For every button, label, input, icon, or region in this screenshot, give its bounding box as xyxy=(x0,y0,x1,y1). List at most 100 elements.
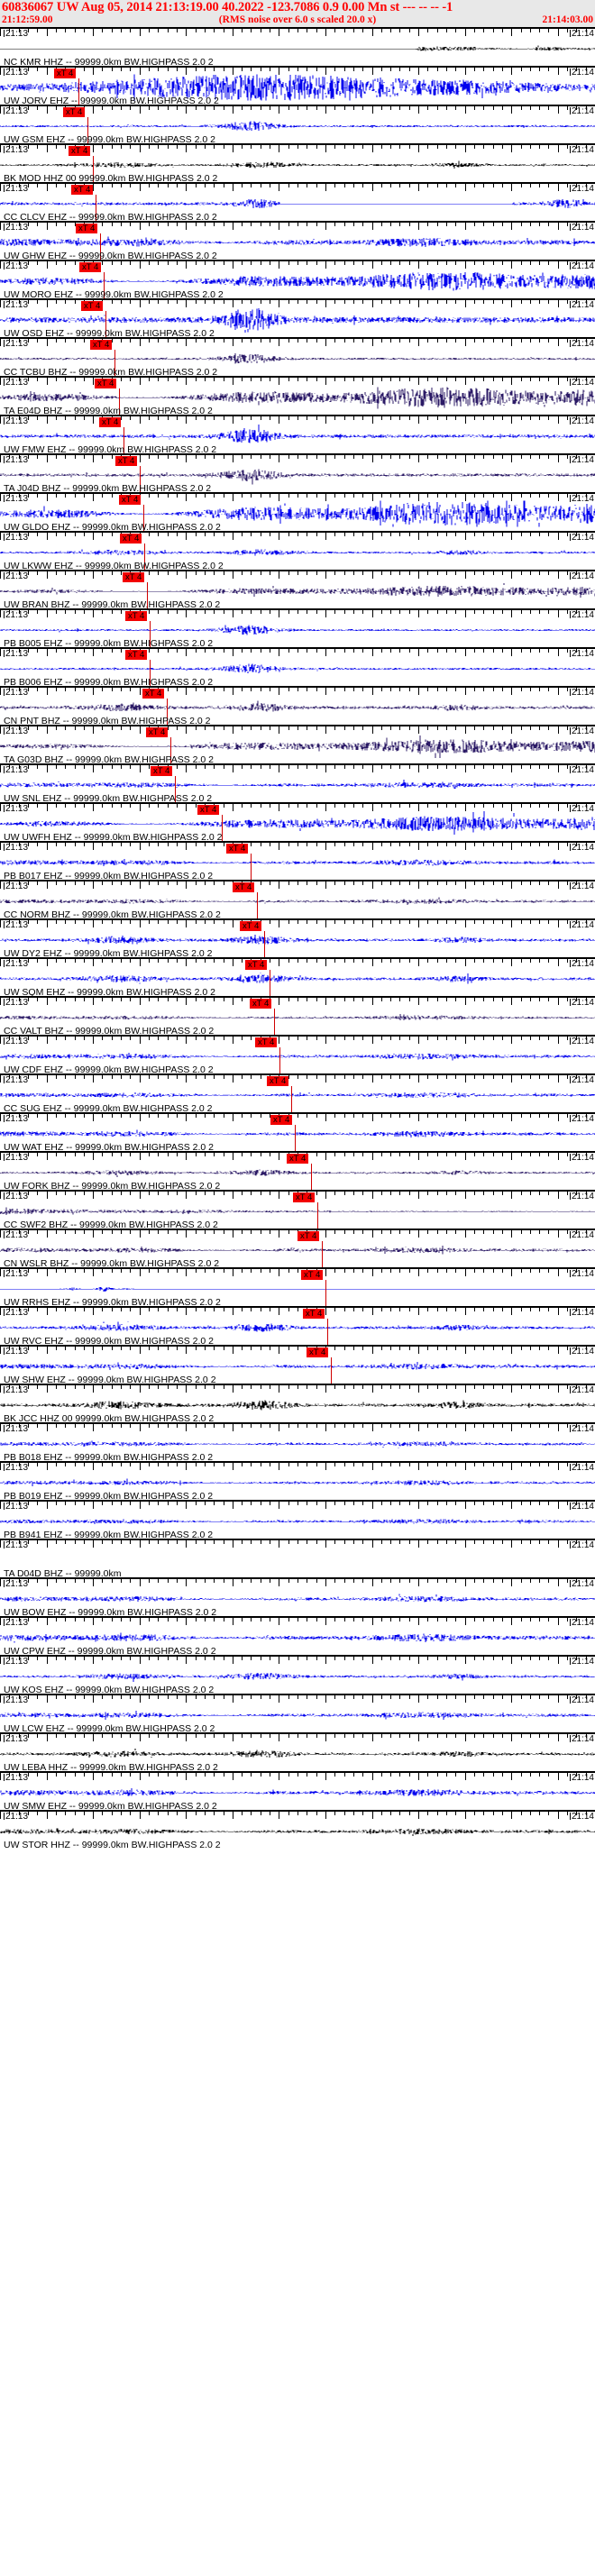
trace-row[interactable]: 21:13 21:14 xT 4 CN WSLR BHZ -- 99999.0km B… xyxy=(0,1229,595,1267)
axis-tick xyxy=(28,1153,29,1156)
axis-tick xyxy=(344,1075,345,1079)
trace-row[interactable]: 21:13 21:14 BK JCC HHZ 00 99999.0km BW.HIG… xyxy=(0,1384,595,1422)
axis-tick xyxy=(530,571,531,575)
trace-row[interactable]: 21:13 21:14 xT 4 UW MORO EHZ -- 99999.0km B… xyxy=(0,260,595,298)
axis-tick xyxy=(521,378,522,381)
axis-tick xyxy=(130,1773,131,1777)
trace-row[interactable]: 21:13 21:14 xT 4 UW OSD EHZ -- 99999.0km BW… xyxy=(0,298,595,337)
trace-row[interactable]: 21:13 21:14 xT 4 UW RRHS EHZ -- 99999.0km B… xyxy=(0,1267,595,1306)
trace-row[interactable]: 21:13 21:14 xT 4 UW JORV EHZ -- 99999.0km B… xyxy=(0,66,595,105)
trace-row[interactable]: 21:13 21:14 xT 4 CC SUG EHZ -- 99999.0km BW… xyxy=(0,1073,595,1112)
trace-row[interactable]: 21:13 21:14 xT 4 CN PNT BHZ -- 99999.0km BW… xyxy=(0,686,595,725)
trace-row[interactable]: 21:13 21:14 xT 4 UW CDF EHZ -- 99999.0km BW… xyxy=(0,1035,595,1073)
waveform xyxy=(0,1198,595,1225)
axis-tick xyxy=(502,843,503,846)
axis-tick xyxy=(149,1812,150,1815)
axis-tick xyxy=(121,959,122,963)
trace-row[interactable]: 21:13 21:14 xT 4 PB B006 EHZ -- 99999.0km B… xyxy=(0,647,595,686)
trace-row[interactable]: 21:13 21:14 UW LCW EHZ -- 99999.0km BW.HIG… xyxy=(0,1694,595,1732)
trace-row[interactable]: 21:13 21:14 xT 4 UW GHW EHZ -- 99999.0km BW… xyxy=(0,221,595,260)
trace-row[interactable]: 21:13 21:14 UW KOS EHZ -- 99999.0km BW.HIG… xyxy=(0,1655,595,1694)
trace-row[interactable]: 21:13 21:14 xT 4 TA J04D BHZ -- 99999.0km B… xyxy=(0,453,595,492)
trace-row[interactable]: 21:13 21:14 PB B941 EHZ -- 99999.0km BW.HI… xyxy=(0,1500,595,1539)
rms-note: (RMS noise over 6.0 s scaled 20.0 x) xyxy=(218,14,377,25)
waveform xyxy=(0,1469,595,1496)
trace-row[interactable]: 21:13 21:14 xT 4 CC TCBU BHZ -- 99999.0km B… xyxy=(0,337,595,376)
trace-row[interactable]: 21:13 21:14 xT 4 UW SQM EHZ -- 99999.0km BW… xyxy=(0,957,595,996)
axis-tick xyxy=(455,959,456,963)
trace-row[interactable]: 21:13 21:14 xT 4 BK MOD HHZ 00 99999.0km BW… xyxy=(0,143,595,182)
trace-row[interactable]: 21:13 21:14 xT 4 UW SNL EHZ -- 99999.0km BW… xyxy=(0,763,595,802)
axis-tick xyxy=(28,533,29,536)
trace-row[interactable]: 21:13 21:14 TA D04D BHZ -- 99999.0km xyxy=(0,1539,595,1577)
axis-tick xyxy=(75,494,76,498)
axis-tick xyxy=(539,68,540,71)
trace-row[interactable]: 21:13 21:14 xT 4 CC VALT BHZ -- 99999.0km B… xyxy=(0,996,595,1035)
trace-row[interactable]: 21:13 21:14 UW LEBA HHZ -- 99999.0km BW.HI… xyxy=(0,1732,595,1771)
axis-tick xyxy=(288,1657,289,1660)
axis-tick xyxy=(75,1308,76,1311)
axis-tick xyxy=(381,1075,382,1079)
trace-row[interactable]: 21:13 21:14 xT 4 UW GSM EHZ -- 99999.0km BW… xyxy=(0,105,595,143)
axis-tick xyxy=(344,1657,345,1660)
trace-row[interactable]: 21:13 21:14 UW BOW EHZ -- 99999.0km BW.HIG… xyxy=(0,1577,595,1616)
trace-row[interactable]: 21:13 21:14 NC KMR HHZ -- 99999.0km BW.HIG… xyxy=(0,27,595,66)
trace-row[interactable]: 21:13 21:14 xT 4 CC NORM BHZ -- 99999.0km B… xyxy=(0,880,595,918)
trace-row[interactable]: 21:13 21:14 xT 4 UW RVC EHZ -- 99999.0km BW… xyxy=(0,1306,595,1345)
axis-tick xyxy=(316,610,317,614)
waveform xyxy=(0,423,595,450)
trace-row[interactable]: 21:13 21:14 xT 4 PB B005 EHZ -- 99999.0km B… xyxy=(0,608,595,647)
axis-tick xyxy=(65,688,66,691)
channel-label: CN WSLR BHZ -- 99999.0km BW.HIGHPASS 2.0… xyxy=(4,1258,220,1268)
axis-tick xyxy=(28,339,29,343)
trace-row[interactable]: 21:13 21:14 xT 4 UW WAT EHZ -- 99999.0km BW… xyxy=(0,1112,595,1151)
axis-tick xyxy=(56,184,57,187)
waveform xyxy=(0,1430,595,1457)
axis-tick xyxy=(483,1502,484,1505)
time-label-right: 21:14 xyxy=(569,1269,594,1279)
axis-tick xyxy=(112,494,113,498)
trace-row[interactable]: 21:13 21:14 xT 4 UW FMW EHZ -- 99999.0km BW… xyxy=(0,415,595,453)
axis-tick xyxy=(502,1463,503,1466)
trace-row[interactable]: 21:13 21:14 xT 4 TA G03D BHZ -- 99999.0km B… xyxy=(0,725,595,763)
trace-row[interactable]: 21:13 21:14 UW CPW EHZ -- 99999.0km BW.HIG… xyxy=(0,1616,595,1655)
axis-tick xyxy=(149,920,150,924)
trace-row[interactable]: 21:13 21:14 xT 4 UW GLDO EHZ -- 99999.0km B… xyxy=(0,492,595,531)
trace-row[interactable]: 21:13 21:14 xT 4 UW BRAN BHZ -- 99999.0km B… xyxy=(0,570,595,608)
axis-tick xyxy=(521,106,522,110)
trace-row[interactable]: 21:13 21:14 xT 4 UW DY2 EHZ -- 99999.0km BW… xyxy=(0,918,595,957)
trace-row[interactable]: 21:13 21:14 xT 4 UW SHW EHZ -- 99999.0km BW… xyxy=(0,1345,595,1384)
trace-row[interactable]: 21:13 21:14 PB B018 EHZ -- 99999.0km BW.HI… xyxy=(0,1422,595,1461)
axis-tick xyxy=(483,1463,484,1466)
time-label-left: 21:13 xyxy=(4,1657,29,1667)
axis-tick xyxy=(521,300,522,304)
axis-tick xyxy=(121,1502,122,1505)
trace-row[interactable]: 21:13 21:14 xT 4 UW FORK BHZ -- 99999.0km B… xyxy=(0,1151,595,1190)
trace-row[interactable]: 21:13 21:14 xT 4 CC SWF2 BHZ -- 99999.0km B… xyxy=(0,1190,595,1229)
axis-tick xyxy=(288,959,289,963)
axis-tick xyxy=(567,1618,568,1621)
trace-row[interactable]: 21:13 21:14 xT 4 UW LKWW EHZ -- 99999.0km B… xyxy=(0,531,595,570)
trace-row[interactable]: 21:13 21:14 PB B019 EHZ -- 99999.0km BW.HI… xyxy=(0,1461,595,1500)
time-label-right: 21:14 xyxy=(569,223,594,233)
axis-tick xyxy=(427,649,428,653)
axis-tick xyxy=(168,145,169,149)
axis-tick xyxy=(196,378,197,381)
axis-tick xyxy=(446,1037,447,1040)
axis-tick xyxy=(502,920,503,924)
axis-tick xyxy=(493,184,494,187)
trace-row[interactable]: 21:13 21:14 UW SMW EHZ -- 99999.0km BW.HIG… xyxy=(0,1771,595,1810)
axis-tick xyxy=(353,882,354,885)
axis-tick xyxy=(455,1037,456,1040)
trace-row[interactable]: 21:13 21:14 xT 4 PB B017 EHZ -- 99999.0km B… xyxy=(0,841,595,880)
axis-tick xyxy=(502,223,503,226)
axis-tick xyxy=(149,1695,150,1699)
axis-tick xyxy=(427,455,428,459)
trace-row[interactable]: 21:13 21:14 xT 4 TA E04D BHZ -- 99999.0km B… xyxy=(0,376,595,415)
trace-row[interactable]: 21:13 21:14 xT 4 CC CLCV EHZ -- 99999.0km B… xyxy=(0,182,595,221)
time-label-left: 21:13 xyxy=(4,106,29,116)
axis-tick xyxy=(251,1269,252,1273)
trace-row[interactable]: 21:13 21:14 xT 4 UW UWFH EHZ -- 99999.0km B… xyxy=(0,802,595,841)
phase-pick-label: xT 4 xyxy=(79,262,102,272)
trace-row[interactable]: 21:13 21:14 UW STOR HHZ -- 99999.0km BW.HI… xyxy=(0,1810,595,1849)
